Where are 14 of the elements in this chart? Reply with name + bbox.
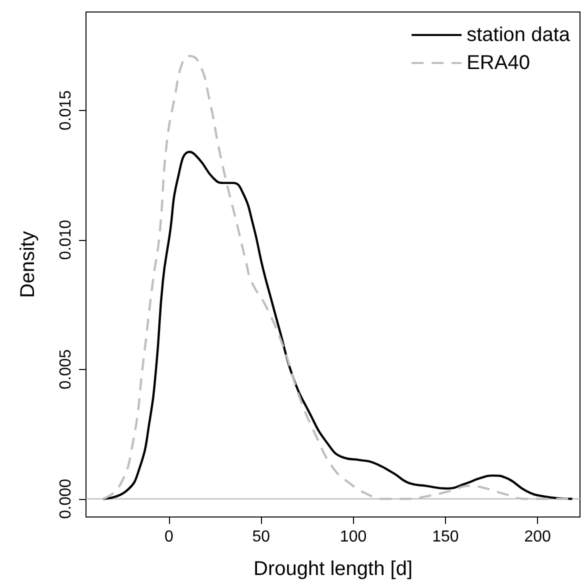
line-series xyxy=(102,150,574,500)
x-tick-label: 150 xyxy=(432,528,459,546)
y-tick-label: 0.015 xyxy=(58,90,74,130)
y-tick-label: 0.010 xyxy=(58,220,74,260)
x-tick-label: 100 xyxy=(340,528,367,546)
legend-label: ERA40 xyxy=(466,52,530,74)
x-axis-title: Drought length [d] xyxy=(254,558,412,580)
x-tick-label: 200 xyxy=(524,528,552,546)
y-tick-label: 0.005 xyxy=(58,349,74,390)
legend-label: station data xyxy=(466,24,571,46)
y-axis-title: Density xyxy=(17,231,39,298)
y-tick-label: 0.000 xyxy=(58,478,74,519)
x-tick-label: 0 xyxy=(164,528,174,546)
x-tick-label: 50 xyxy=(252,528,270,546)
